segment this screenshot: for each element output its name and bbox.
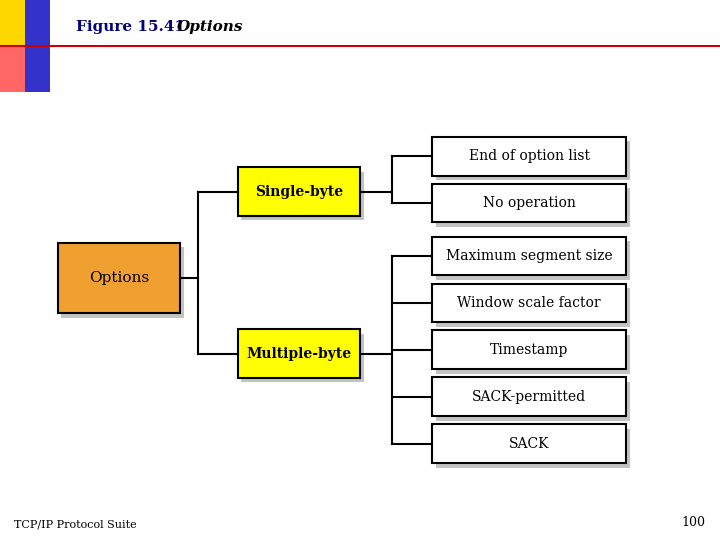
FancyBboxPatch shape [436,188,630,227]
FancyBboxPatch shape [58,243,180,313]
FancyBboxPatch shape [432,377,626,416]
FancyBboxPatch shape [432,184,626,222]
Text: Maximum segment size: Maximum segment size [446,249,613,263]
Text: TCP/IP Protocol Suite: TCP/IP Protocol Suite [14,519,137,529]
FancyBboxPatch shape [61,247,184,318]
Text: Figure 15.41: Figure 15.41 [76,20,185,34]
FancyBboxPatch shape [432,330,626,369]
FancyBboxPatch shape [238,329,360,378]
Text: Single-byte: Single-byte [255,185,343,199]
FancyBboxPatch shape [432,424,626,463]
FancyBboxPatch shape [436,288,630,327]
Text: No operation: No operation [483,196,575,210]
FancyBboxPatch shape [436,335,630,374]
FancyBboxPatch shape [436,429,630,468]
FancyBboxPatch shape [432,237,626,275]
Text: Multiple-byte: Multiple-byte [246,347,351,361]
Bar [0,0,25,46]
FancyBboxPatch shape [436,141,630,180]
Text: 100: 100 [682,516,706,529]
FancyBboxPatch shape [436,382,630,421]
FancyBboxPatch shape [238,167,360,216]
Text: Options: Options [89,271,149,285]
Bar [0,46,25,92]
Text: SACK: SACK [509,437,549,451]
FancyBboxPatch shape [436,241,630,280]
Text: SACK-permitted: SACK-permitted [472,390,586,404]
FancyBboxPatch shape [432,284,626,322]
Bar [25,0,50,92]
FancyBboxPatch shape [241,334,364,382]
Text: Window scale factor: Window scale factor [457,296,601,310]
Text: Timestamp: Timestamp [490,343,568,357]
FancyBboxPatch shape [241,172,364,220]
Text: Options: Options [176,20,243,34]
Text: End of option list: End of option list [469,149,590,163]
FancyBboxPatch shape [432,137,626,176]
